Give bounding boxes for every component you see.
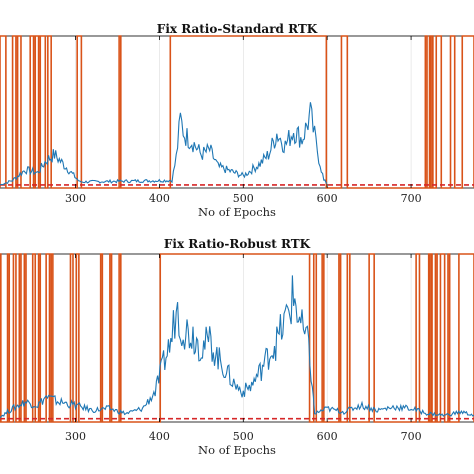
x-axis-label: No of Epochs [198, 205, 276, 219]
chart-title: Fix Ratio-Standard RTK [157, 22, 318, 36]
x-tick-label: 400 [149, 192, 170, 205]
ratio-line [0, 275, 474, 419]
x-tick-label: 300 [65, 192, 86, 205]
fix-status-line [0, 35, 474, 189]
x-axis-ticks: 300 400 500 600 700 [65, 254, 422, 443]
x-tick-label: 600 [317, 192, 338, 205]
grid [75, 254, 412, 422]
x-axis-ticks: 300 400 500 600 700 [65, 36, 422, 205]
ratio-series [0, 275, 474, 419]
chart-robust-rtk: Fix Ratio-Robust RTK 300 400 500 600 700 No … [0, 237, 474, 457]
x-tick-label: 600 [317, 430, 338, 443]
x-axis-label: No of Epochs [198, 443, 276, 457]
x-tick-label: 700 [401, 430, 422, 443]
ratio-line [0, 102, 328, 186]
plot-frame [0, 35, 474, 189]
fix-status-line [0, 253, 474, 423]
x-tick-label: 400 [149, 430, 170, 443]
fix-status-series [0, 253, 474, 423]
x-tick-label: 700 [401, 192, 422, 205]
chart-standard-rtk: Fix Ratio-Standard RTK 300 400 500 600 700 N… [0, 22, 474, 219]
fix-status-series [0, 35, 474, 189]
grid [75, 36, 412, 188]
ratio-series [0, 102, 328, 186]
chart-title: Fix Ratio-Robust RTK [164, 237, 311, 251]
x-tick-label: 500 [233, 430, 254, 443]
x-tick-label: 300 [65, 430, 86, 443]
x-tick-label: 500 [233, 192, 254, 205]
